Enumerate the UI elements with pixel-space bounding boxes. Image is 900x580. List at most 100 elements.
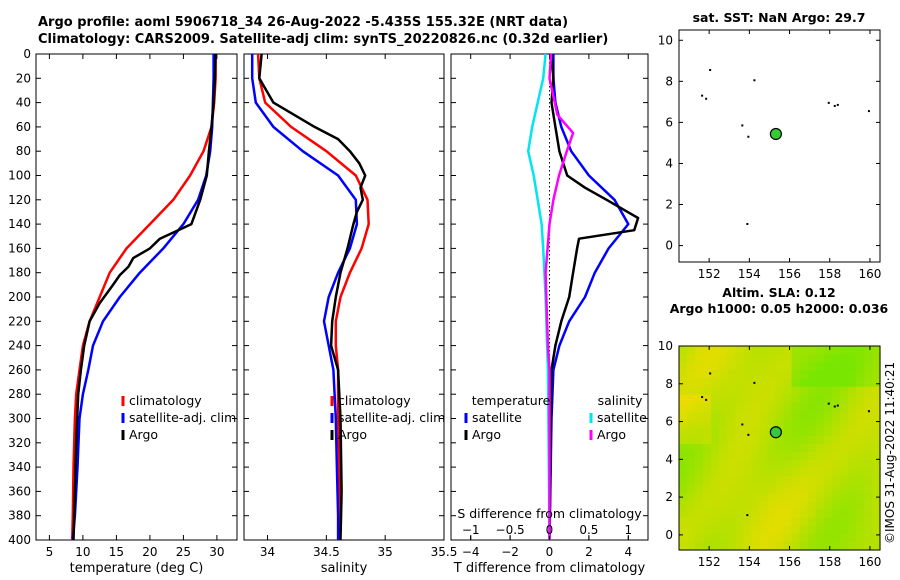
sla-map-cell: [799, 452, 809, 461]
sla-map-cell: [815, 378, 825, 388]
sla-map-cell: [791, 386, 801, 396]
sla-map-cell: [799, 460, 809, 469]
sla-map-cell: [847, 386, 857, 396]
sla-map-cell: [703, 517, 712, 527]
sla-map-cell: [855, 386, 865, 396]
sla-map-cell: [687, 378, 696, 388]
sla-map-cell: [855, 394, 865, 404]
sla-map-cell: [815, 541, 825, 551]
sla-map-cell: [695, 435, 704, 445]
sla-map-cell: [735, 362, 744, 372]
sla-map-cell: [783, 443, 793, 453]
sla-map-cell: [711, 484, 720, 494]
sla-map-cell: [687, 525, 696, 535]
sla-map-cell: [791, 419, 801, 429]
sla-map-cell: [703, 427, 712, 437]
temperature-profile-xtick-label: 30: [209, 545, 224, 559]
sla-map-cell: [727, 403, 736, 412]
sla-map-cell: [783, 354, 793, 363]
sla-map-cell: [855, 452, 865, 461]
sla-map-cell: [783, 484, 793, 494]
sla-map-cell: [871, 362, 881, 372]
sla-map-cell: [815, 346, 825, 355]
sla-map-cell: [815, 411, 825, 421]
sla-map-cell: [871, 525, 881, 535]
sla-map-cell: [711, 509, 720, 518]
sla-map-cell: [719, 443, 728, 453]
sla-map-cell: [855, 492, 865, 502]
sla-map-cell: [831, 517, 841, 527]
sla-map-ytick-label: 2: [665, 490, 673, 504]
sla-map-cell: [863, 362, 873, 372]
sla-map-cell: [751, 419, 760, 429]
sla-map-cell: [695, 443, 704, 453]
sla-map-cell: [735, 501, 744, 510]
sla-map-cell: [863, 525, 873, 535]
temperature-profile-xlabel: temperature (deg C): [70, 561, 204, 576]
sla-map-cell: [839, 460, 849, 469]
sla-map-cell: [807, 533, 817, 543]
sla-map-cell: [783, 362, 793, 372]
sla-map-cell: [727, 378, 736, 388]
sla-map-cell: [839, 484, 849, 494]
sla-map-cell: [679, 386, 688, 396]
sla-map-cell: [775, 517, 785, 527]
sst-map-title: sat. SST: NaN Argo: 29.7: [692, 10, 866, 25]
sla-map-cell: [751, 435, 760, 445]
sla-map-cell: [831, 427, 841, 437]
sla-map-cell: [719, 386, 728, 396]
sla-map-cell: [863, 468, 873, 478]
temperature-profile-ytick-label: 280: [8, 387, 31, 401]
sla-map-cell: [871, 370, 881, 380]
sla-map-cell: [847, 452, 857, 461]
sla-map-cell: [807, 435, 817, 445]
sla-map-cell: [775, 419, 785, 429]
sst-map-island: [709, 69, 712, 72]
sla-map-cell: [727, 362, 736, 372]
sla-map-cell: [839, 370, 849, 380]
sla-map-cell: [783, 509, 793, 518]
sal-line-argo: [258, 53, 367, 541]
sla-map-cell: [783, 386, 793, 396]
sla-map-cell: [807, 517, 817, 527]
sla-map-cell: [847, 394, 857, 404]
sla-map-cell: [727, 443, 736, 453]
sla-map-cell: [727, 452, 736, 461]
sla-map-cell: [767, 517, 777, 527]
sla-map-cell: [871, 378, 881, 388]
sla-map-cell: [767, 484, 777, 494]
sla-map-cell: [799, 346, 809, 355]
sla-map-cell: [807, 443, 817, 453]
sla-map-cell: [799, 476, 809, 486]
sla-map-cell: [807, 468, 817, 478]
temperature-profile-ytick-label: 360: [8, 484, 31, 498]
sla-map-cell: [687, 370, 696, 380]
sla-map-xtick-label: 152: [698, 555, 721, 569]
sla-map-cell: [703, 419, 712, 429]
sla-map-cell: [695, 541, 704, 551]
sla-map-cell: [735, 492, 744, 502]
difference-profile-xtick-label: 2: [585, 545, 593, 559]
sla-map-cell: [687, 419, 696, 429]
sla-map-cell: [791, 370, 801, 380]
sla-map-cell: [751, 452, 760, 461]
sla-map-cell: [823, 452, 833, 461]
sla-map-island: [701, 396, 704, 399]
sla-map-cell: [807, 394, 817, 404]
sla-map-cell: [687, 476, 696, 486]
sla-map-cell: [703, 394, 712, 404]
sla-map-cell: [767, 403, 777, 412]
sla-map-cell: [767, 468, 777, 478]
sla-map-cell: [783, 541, 793, 551]
salinity-profile-xtick-label: 35: [378, 545, 393, 559]
sla-map-cell: [823, 525, 833, 535]
sla-map-cell: [767, 354, 777, 363]
sla-map-cell: [783, 517, 793, 527]
sla-map-cell: [751, 354, 760, 363]
sla-map-cell: [759, 492, 769, 502]
sla-map-cell: [719, 452, 728, 461]
sla-map-cell: [695, 509, 704, 518]
sla-map-cell: [823, 517, 833, 527]
difference-profile-xlabel: T difference from climatology: [453, 561, 646, 576]
sla-map-cell: [703, 533, 712, 543]
